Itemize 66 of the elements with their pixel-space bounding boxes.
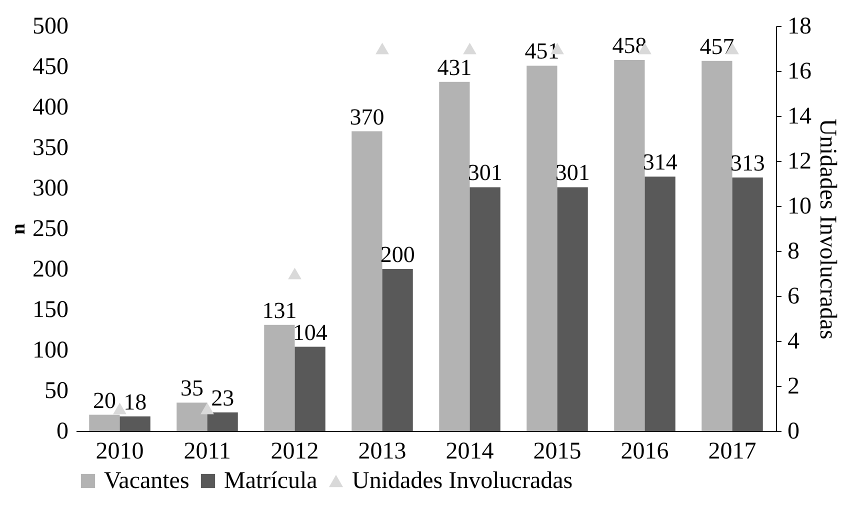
y-tick-label: 200	[32, 256, 68, 282]
legend-label: Unidades Involucradas	[352, 468, 573, 494]
x-tick-label: 2011	[184, 438, 231, 464]
y-tick-label: 300	[32, 176, 68, 202]
bar	[644, 176, 676, 431]
y-axis-title: n	[8, 223, 30, 235]
data-label: 457	[700, 34, 734, 59]
bar	[264, 324, 295, 431]
data-label: 431	[437, 54, 472, 80]
point	[288, 268, 302, 280]
y-tick-label: 150	[32, 297, 68, 323]
data-label: 20	[92, 388, 116, 413]
x-tick-label: 2016	[620, 438, 669, 464]
y2-tick-label: 6	[788, 284, 800, 310]
legend-label: Vacantes	[104, 468, 190, 494]
y-tick-label: 0	[56, 418, 68, 444]
bar	[439, 82, 470, 431]
y2-axis-title: Unidades Involucradas	[814, 118, 840, 340]
x-tick-label: 2013	[358, 438, 406, 464]
x-tick-label: 2017	[708, 438, 756, 464]
y2-tick-label: 10	[788, 194, 812, 220]
bar	[526, 66, 558, 431]
x-tick-label: 2010	[96, 438, 144, 464]
data-label: 314	[642, 150, 678, 175]
data-label: 18	[124, 389, 147, 414]
y2-tick-label: 12	[788, 148, 812, 174]
bar	[557, 187, 588, 431]
point	[376, 42, 389, 54]
bar	[382, 269, 413, 431]
y2-tick-label: 0	[788, 418, 800, 444]
y2-tick-label: 8	[788, 238, 800, 264]
x-tick-label: 2014	[446, 438, 494, 464]
x-tick-label: 2012	[270, 438, 319, 464]
x-tick-label: 2015	[533, 438, 582, 464]
y-tick-label: 250	[32, 216, 68, 242]
y2-tick-label: 14	[788, 104, 812, 130]
bar	[470, 187, 500, 431]
y-tick-label: 400	[32, 94, 68, 120]
bar	[176, 402, 208, 431]
point	[200, 402, 214, 414]
bar	[294, 346, 326, 431]
y2-tick-label: 18	[788, 14, 812, 40]
y-tick-label: 450	[32, 54, 68, 80]
data-label: 35	[180, 376, 204, 401]
y-tick-label: 50	[44, 378, 68, 404]
data-label: 23	[211, 385, 234, 410]
bar	[352, 131, 382, 431]
bar	[89, 414, 120, 431]
data-label: 370	[350, 104, 384, 130]
data-label: 301	[555, 160, 590, 186]
data-label: 200	[380, 242, 415, 267]
y-tick-label: 500	[32, 14, 68, 40]
bar	[702, 60, 732, 431]
legend-label: Matrícula	[224, 468, 318, 494]
y2-tick-label: 16	[788, 58, 812, 84]
y2-tick-label: 4	[788, 328, 800, 354]
y-tick-label: 350	[32, 135, 68, 161]
data-label: 301	[468, 160, 502, 186]
bar	[732, 177, 763, 431]
bar	[207, 412, 238, 431]
y2-tick-label: 2	[788, 374, 800, 400]
y-tick-label: 100	[32, 338, 68, 364]
bar	[614, 60, 645, 431]
bar	[120, 416, 150, 431]
data-label: 313	[730, 150, 765, 176]
point	[463, 42, 476, 54]
